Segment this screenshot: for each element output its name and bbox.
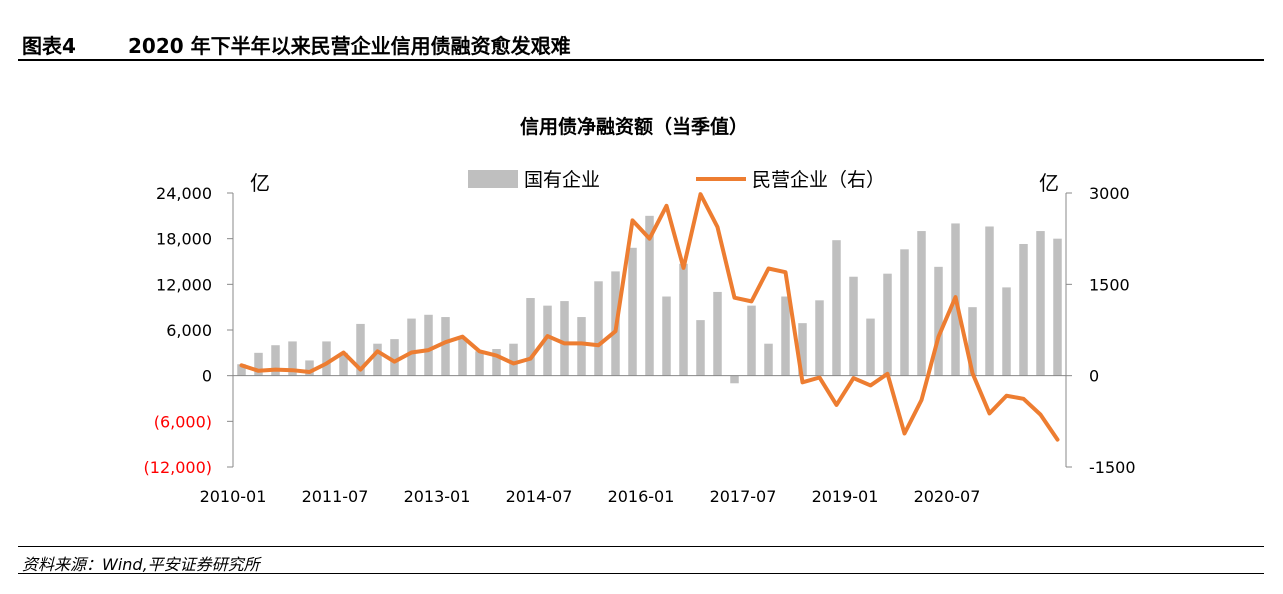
bars-group — [237, 215, 1062, 384]
bar-soe — [254, 352, 263, 376]
left-tick-label: (6,000) — [154, 412, 212, 431]
bar-soe — [1002, 287, 1011, 376]
figure-number: 图表4 — [22, 34, 76, 58]
bar-soe — [577, 317, 586, 376]
left-tick-label: 6,000 — [166, 321, 212, 340]
chart-title: 信用债净融资额（当季值） — [520, 115, 748, 138]
bar-soe — [764, 343, 773, 376]
bar-soe — [798, 323, 807, 376]
x-tick-label: 2020-07 — [914, 487, 981, 506]
chart: 信用债净融资额（当季值） 国有企业 民营企业（右） 亿 亿 24,000 18,0… — [144, 115, 1136, 506]
bar-soe — [781, 296, 790, 376]
left-tick-label: 0 — [202, 367, 212, 386]
bar-soe — [543, 305, 552, 376]
left-unit-label: 亿 — [250, 171, 270, 195]
bar-soe — [985, 226, 994, 376]
bar-soe — [883, 273, 892, 376]
bottom-rule — [18, 573, 1264, 574]
bar-soe — [696, 320, 705, 376]
figure-header: 图表4 2020 年下半年以来民营企业信用债融资愈发艰难 — [0, 0, 1283, 60]
bar-soe — [237, 364, 246, 376]
line-group — [239, 192, 1060, 442]
top-rule — [18, 59, 1264, 61]
bar-soe — [747, 305, 756, 376]
bar-soe — [679, 263, 688, 376]
x-tick-label: 2013-01 — [404, 487, 471, 506]
right-tick-label: 0 — [1089, 367, 1099, 386]
left-tick-label: 12,000 — [156, 275, 212, 294]
legend-label-private: 民营企业（右） — [752, 169, 885, 191]
bar-soe — [900, 249, 909, 376]
bar-soe — [322, 341, 331, 376]
bar-soe — [1019, 243, 1028, 376]
x-tick-label: 2011-07 — [302, 487, 369, 506]
bar-soe — [662, 296, 671, 376]
bar-soe — [526, 298, 535, 376]
bar-soe — [1036, 231, 1045, 376]
x-tick-label: 2016-01 — [608, 487, 675, 506]
bar-soe — [815, 300, 824, 376]
x-tick-label: 2019-01 — [812, 487, 879, 506]
x-tick-label: 2010-01 — [200, 487, 267, 506]
legend-bar-swatch — [468, 170, 518, 188]
x-tick-label: 2017-07 — [710, 487, 777, 506]
bar-soe — [407, 318, 416, 376]
bar-soe — [832, 240, 841, 376]
line-private — [239, 192, 1060, 442]
bar-soe — [492, 349, 501, 376]
bar-soe — [849, 276, 858, 376]
legend-label-soe: 国有企业 — [524, 169, 600, 191]
right-tick-label: 1500 — [1089, 275, 1130, 294]
bar-soe — [424, 314, 433, 376]
bar-soe — [271, 345, 280, 376]
right-tick-label: 3000 — [1089, 184, 1130, 203]
bar-soe — [390, 339, 399, 376]
x-tick-label: 2014-07 — [506, 487, 573, 506]
bar-soe — [458, 337, 467, 376]
bar-soe — [288, 341, 297, 376]
bar-soe — [509, 343, 518, 376]
bar-soe — [628, 247, 637, 376]
bar-soe — [1053, 238, 1062, 376]
right-tick-label: -1500 — [1089, 458, 1136, 477]
bar-soe — [934, 266, 943, 376]
source-note: 资料来源：Wind,平安证券研究所 — [22, 555, 260, 574]
bar-soe — [968, 307, 977, 376]
bar-soe — [594, 281, 603, 376]
left-tick-label: 24,000 — [156, 184, 212, 203]
left-tick-label: 18,000 — [156, 230, 212, 249]
bar-soe — [730, 375, 739, 384]
source-top-rule — [18, 546, 1264, 547]
bar-soe — [917, 231, 926, 376]
bar-soe — [866, 318, 875, 376]
left-tick-label: (12,000) — [144, 458, 212, 477]
bar-soe — [305, 360, 314, 376]
axes-group: 24,000 18,000 12,000 6,000 0 (6,000) (12,000) 3… — [144, 184, 1136, 506]
bar-soe — [713, 291, 722, 376]
bar-soe — [560, 301, 569, 376]
bar-soe — [441, 317, 450, 376]
bar-soe — [645, 215, 654, 376]
bar-soe — [475, 351, 484, 376]
bar-soe — [373, 343, 382, 376]
bar-soe — [356, 323, 365, 376]
figure-title: 2020 年下半年以来民营企业信用债融资愈发艰难 — [128, 34, 571, 58]
right-unit-label: 亿 — [1039, 171, 1059, 195]
bar-soe — [339, 352, 348, 376]
